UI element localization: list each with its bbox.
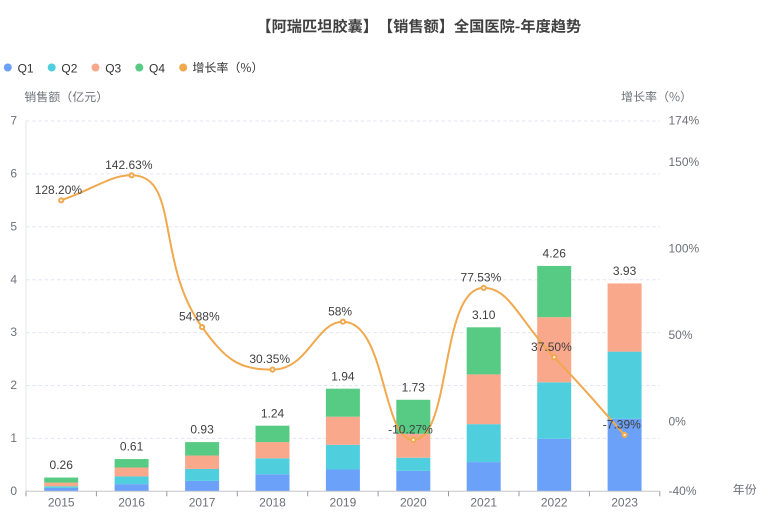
svg-text:Q2: Q2 bbox=[61, 62, 77, 76]
svg-text:Q1: Q1 bbox=[18, 62, 34, 76]
svg-text:3: 3 bbox=[10, 325, 17, 339]
svg-text:54.88%: 54.88% bbox=[179, 310, 220, 324]
svg-text:100%: 100% bbox=[669, 242, 700, 256]
svg-text:2022: 2022 bbox=[541, 496, 568, 510]
svg-text:Q3: Q3 bbox=[105, 62, 121, 76]
svg-text:58%: 58% bbox=[328, 304, 352, 318]
svg-text:1.94: 1.94 bbox=[331, 369, 355, 383]
svg-text:142.63%: 142.63% bbox=[105, 158, 153, 172]
svg-text:2017: 2017 bbox=[189, 496, 216, 510]
svg-text:-40%: -40% bbox=[669, 484, 697, 498]
svg-text:128.20%: 128.20% bbox=[35, 183, 83, 197]
svg-text:7: 7 bbox=[10, 114, 17, 128]
svg-text:0.26: 0.26 bbox=[50, 458, 74, 472]
svg-text:5: 5 bbox=[10, 219, 17, 233]
svg-text:77.53%: 77.53% bbox=[461, 271, 502, 285]
svg-text:2020: 2020 bbox=[400, 496, 427, 510]
svg-text:6: 6 bbox=[10, 167, 17, 181]
svg-text:2018: 2018 bbox=[259, 496, 286, 510]
svg-text:1: 1 bbox=[10, 431, 17, 445]
svg-text:150%: 150% bbox=[669, 155, 700, 169]
svg-text:-7.39%: -7.39% bbox=[603, 418, 641, 432]
svg-text:0%: 0% bbox=[669, 415, 687, 429]
svg-text:0.61: 0.61 bbox=[120, 440, 144, 454]
svg-text:1.24: 1.24 bbox=[261, 406, 285, 420]
svg-text:174%: 174% bbox=[669, 114, 700, 128]
svg-text:2021: 2021 bbox=[470, 496, 497, 510]
svg-text:0.93: 0.93 bbox=[190, 423, 214, 437]
svg-text:0: 0 bbox=[10, 484, 17, 498]
svg-text:4: 4 bbox=[10, 272, 17, 286]
svg-text:37.50%: 37.50% bbox=[531, 340, 572, 354]
svg-text:-10.27%: -10.27% bbox=[388, 423, 433, 437]
svg-text:3.93: 3.93 bbox=[613, 264, 637, 278]
svg-text:Q4: Q4 bbox=[149, 62, 165, 76]
svg-text:50%: 50% bbox=[669, 328, 693, 342]
svg-text:2023: 2023 bbox=[611, 496, 638, 510]
svg-text:3.10: 3.10 bbox=[472, 308, 496, 322]
svg-text:2016: 2016 bbox=[118, 496, 145, 510]
svg-text:30.35%: 30.35% bbox=[249, 352, 290, 366]
svg-text:2: 2 bbox=[10, 378, 17, 392]
svg-text:2015: 2015 bbox=[48, 496, 75, 510]
svg-text:4.26: 4.26 bbox=[543, 247, 567, 261]
svg-text:2019: 2019 bbox=[330, 496, 357, 510]
svg-text:1.73: 1.73 bbox=[402, 380, 426, 394]
